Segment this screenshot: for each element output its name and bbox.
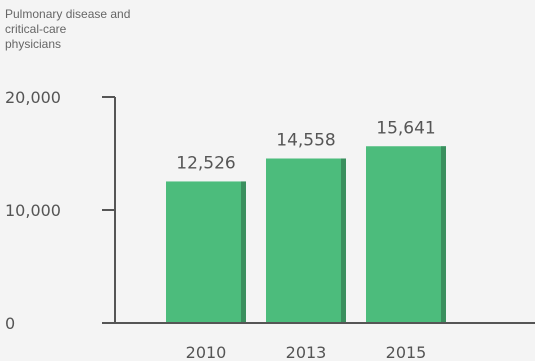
- bar: [366, 146, 446, 323]
- x-tick-label: 2010: [186, 343, 227, 361]
- y-tick-label: 10,000: [5, 201, 61, 220]
- bars: 12,526 14,558 15,641: [166, 118, 446, 323]
- y-axis-title-line-1: Pulmonary disease and: [5, 7, 131, 21]
- bar: [266, 158, 346, 323]
- y-axis-title-line-2: critical-care: [5, 22, 67, 36]
- bar-value-label: 15,641: [376, 118, 435, 138]
- y-tick-label: 0: [5, 314, 15, 333]
- bar-value-label: 12,526: [176, 153, 235, 173]
- x-axis: 2010 2013 2015: [102, 322, 535, 361]
- bar: [166, 181, 246, 323]
- x-tick-label: 2013: [286, 343, 327, 361]
- y-axis-title: Pulmonary disease and critical-care phys…: [5, 7, 195, 52]
- bar-shade: [341, 158, 346, 323]
- y-axis-title-line-3: physicians: [5, 37, 62, 51]
- y-tick-label: 20,000: [5, 88, 61, 107]
- bar-shade: [241, 181, 246, 323]
- y-axis: 0 10,000 20,000: [5, 88, 116, 333]
- x-tick-label: 2015: [386, 343, 427, 361]
- bar-shade: [441, 146, 446, 323]
- bar-value-label: 14,558: [276, 130, 335, 150]
